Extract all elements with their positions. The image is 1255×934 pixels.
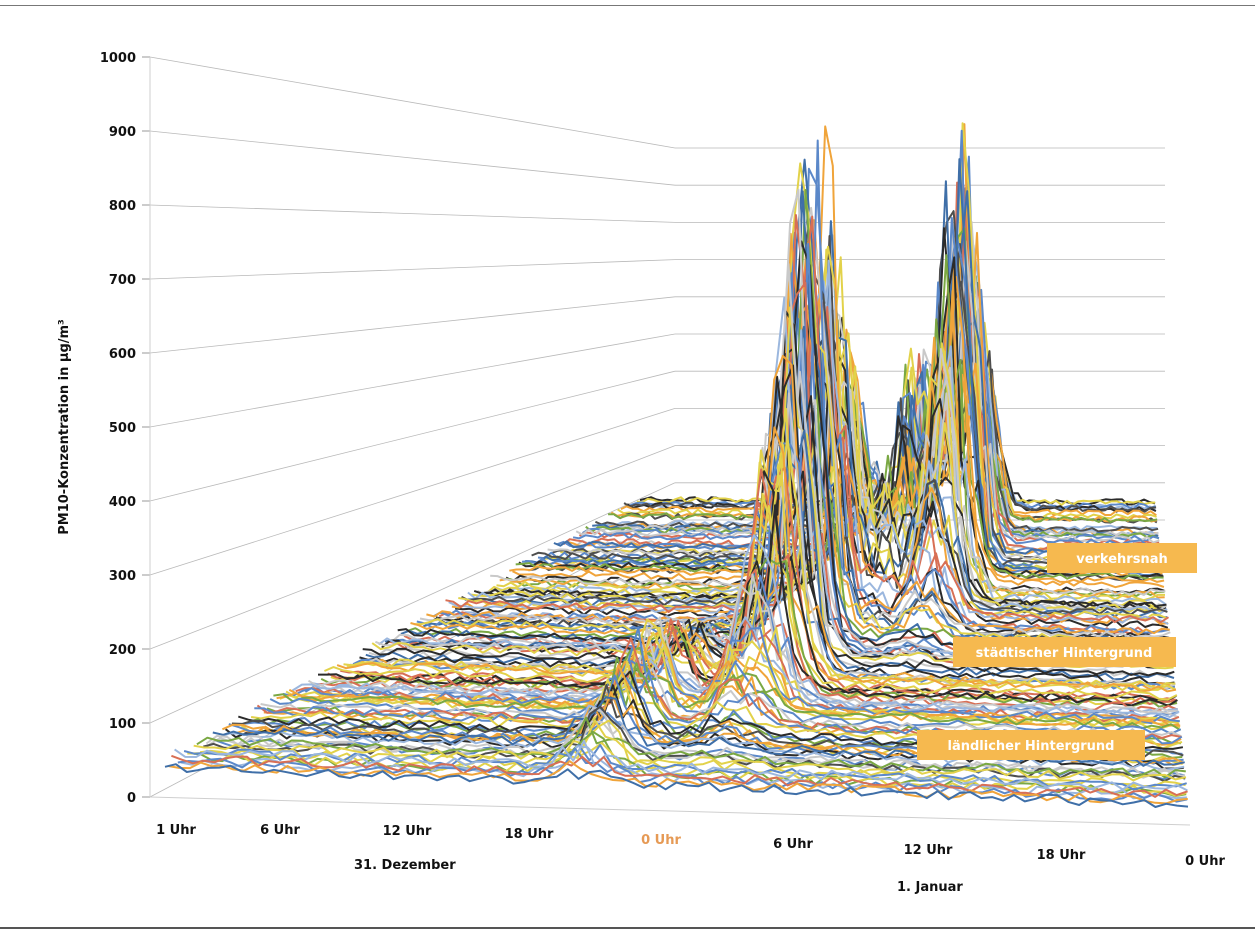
series-line-3 — [174, 739, 1188, 792]
annotation-staedtischer-bg — [953, 637, 1176, 667]
y-tick-700: 700 — [109, 273, 136, 288]
grid-line-600 — [142, 296, 1165, 354]
day-label-dec31: 31. Dezember — [354, 858, 456, 873]
x-tick-5: 6 Uhr — [773, 837, 813, 852]
series-line-54 — [336, 426, 1177, 693]
y-tick-labels: 0 100 200 300 400 500 600 700 800 900 1000 — [100, 51, 136, 806]
x-tick-4: 0 Uhr — [641, 833, 681, 848]
series-line-37 — [282, 627, 1180, 725]
series-line-55 — [340, 466, 1176, 702]
x-tick-6: 12 Uhr — [904, 843, 953, 858]
series-line-61 — [359, 364, 1175, 685]
series-line-0 — [164, 763, 1189, 808]
grid-line-500 — [142, 333, 1165, 428]
x-axis-line — [149, 796, 1191, 826]
y-tick-100: 100 — [109, 717, 136, 732]
series-line-19 — [224, 684, 1184, 770]
frame-top-line — [0, 5, 1255, 6]
annotation-verkehrsnah: verkehrsnah — [1047, 543, 1197, 573]
annotation-verkehrsnah-bg — [1047, 543, 1197, 573]
x-tick-0: 1 Uhr — [156, 823, 196, 838]
series-line-7 — [187, 741, 1187, 797]
y-tick-200: 200 — [109, 643, 136, 658]
series-line-58 — [349, 392, 1176, 690]
series-line-10 — [196, 716, 1186, 779]
x-tick-3: 18 Uhr — [505, 827, 554, 842]
y-tick-600: 600 — [109, 347, 136, 362]
grid-line-400 — [142, 370, 1165, 502]
grid-line-700 — [142, 259, 1165, 280]
annotation-laendlicher-hintergrund: ländlicher Hintergrund — [917, 730, 1145, 760]
y-tick-300: 300 — [109, 569, 136, 584]
grid-line-1000 — [142, 56, 1165, 149]
annotation-staedtischer-label: städtischer Hintergrund — [976, 646, 1153, 661]
series-line-48 — [318, 504, 1178, 707]
y-axis-label: PM10-Konzentration in µg/m³ — [57, 319, 72, 535]
day-label-jan1: 1. Januar — [897, 880, 963, 895]
x-tick-labels: 1 Uhr 6 Uhr 12 Uhr 18 Uhr 0 Uhr 6 Uhr 12 Uhr 18… — [156, 823, 1225, 869]
axes — [149, 57, 1191, 826]
y-tick-1000: 1000 — [100, 51, 136, 66]
grid-line-800 — [142, 204, 1165, 223]
annotation-verkehrsnah-label: verkehrsnah — [1076, 552, 1168, 567]
series-line-35 — [276, 637, 1181, 727]
annotation-laendlicher-label: ländlicher Hintergrund — [948, 739, 1115, 754]
x-tick-1: 6 Uhr — [260, 823, 300, 838]
x-tick-2: 12 Uhr — [383, 824, 432, 839]
y-tick-0: 0 — [127, 791, 136, 806]
series-line-40 — [291, 616, 1180, 719]
y-tick-800: 800 — [109, 199, 136, 214]
series-line-9 — [193, 719, 1187, 782]
series-line-2 — [171, 754, 1188, 798]
grid-line-900 — [142, 130, 1165, 186]
series-line-46 — [311, 534, 1178, 717]
series-line-57 — [346, 437, 1176, 689]
annotation-staedtischer-hintergrund: städtischer Hintergrund — [953, 637, 1176, 667]
series-line-50 — [324, 505, 1178, 701]
series-line-45 — [307, 573, 1179, 714]
series-group — [164, 122, 1189, 808]
frame-bottom-line — [0, 927, 1255, 929]
x-tick-8: 0 Uhr — [1185, 854, 1225, 869]
y-tick-500: 500 — [109, 421, 136, 436]
annotation-laendlicher-bg — [917, 730, 1145, 760]
series-line-13 — [205, 720, 1186, 778]
y-tick-400: 400 — [109, 495, 136, 510]
x-tick-7: 18 Uhr — [1037, 848, 1086, 863]
y-tick-900: 900 — [109, 125, 136, 140]
